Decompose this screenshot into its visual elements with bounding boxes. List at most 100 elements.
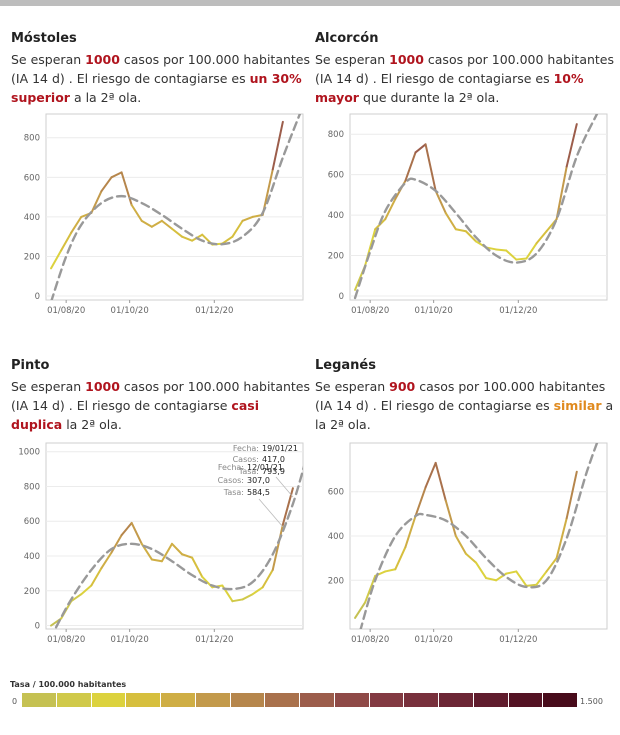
panel-leganes: Leganés Se esperan 900 casos por 100.000…	[315, 357, 615, 434]
series-segment[interactable]	[231, 598, 244, 603]
series-segment[interactable]	[110, 534, 123, 554]
series-segment[interactable]	[271, 120, 284, 171]
series-segment[interactable]	[505, 570, 518, 575]
series-segment[interactable]	[60, 231, 73, 252]
series-segment[interactable]	[231, 219, 244, 238]
tooltip-casos-label: Casos:	[233, 455, 259, 464]
series-segment[interactable]	[170, 227, 184, 238]
series-segment[interactable]	[221, 235, 234, 245]
series-segment[interactable]	[281, 487, 294, 526]
series-segment[interactable]	[181, 553, 194, 559]
desc-text: Se esperan	[11, 52, 86, 67]
legend-swatch	[439, 693, 473, 707]
series-segment[interactable]	[414, 486, 427, 518]
series-segment[interactable]	[555, 517, 568, 560]
desc-text: casos por 100.000 habitantes (IA 14 d) .…	[11, 379, 311, 413]
series-segment[interactable]	[464, 552, 477, 564]
series-segment[interactable]	[150, 219, 163, 228]
series-segment[interactable]	[191, 556, 204, 578]
series-segment[interactable]	[474, 561, 488, 580]
series-segment[interactable]	[565, 470, 578, 520]
series-segment[interactable]	[90, 567, 103, 587]
series-segment[interactable]	[505, 249, 518, 261]
top-bar	[0, 0, 620, 6]
series-segment[interactable]	[170, 542, 184, 556]
series-segment[interactable]	[241, 593, 254, 601]
series-segment[interactable]	[130, 204, 143, 222]
series-segment[interactable]	[525, 242, 538, 260]
panel-title: Alcorcón	[315, 31, 379, 46]
tooltip-leader	[258, 498, 284, 528]
series-segment[interactable]	[70, 593, 83, 603]
series-segment[interactable]	[515, 570, 528, 587]
series-segment[interactable]	[241, 215, 254, 222]
series-segment[interactable]	[515, 257, 528, 261]
legend-swatch	[91, 693, 126, 707]
series-segment[interactable]	[535, 570, 548, 586]
series-segment[interactable]	[90, 190, 103, 214]
desc-text: casos por 100.000 habitantes (IA 14 d) .…	[315, 52, 615, 86]
x-tick-label: 01/08/20	[351, 306, 389, 316]
x-tick-label: 01/08/20	[47, 306, 85, 316]
y-tick-label: 1000	[18, 448, 40, 458]
plot-frame	[349, 113, 608, 301]
panel-title: Móstoles	[11, 31, 77, 46]
series-segment[interactable]	[535, 230, 548, 245]
series-segment[interactable]	[70, 215, 83, 234]
expected-cases: 1000	[85, 52, 120, 67]
series-segment[interactable]	[50, 249, 63, 270]
series-segment[interactable]	[384, 568, 397, 573]
series-segment[interactable]	[485, 577, 498, 582]
trend-line	[353, 114, 599, 300]
tooltip-fecha-label: Fecha:	[233, 444, 259, 453]
legend-swatch	[56, 693, 91, 707]
series-segment[interactable]	[100, 176, 113, 193]
series-segment[interactable]	[404, 151, 417, 182]
series-segment[interactable]	[424, 461, 437, 489]
series-segment[interactable]	[565, 123, 578, 168]
series-segment[interactable]	[120, 521, 133, 537]
series-segment[interactable]	[545, 557, 558, 573]
series-segment[interactable]	[434, 189, 447, 215]
panel-mostoles: Móstoles Se esperan 1000 casos por 100.0…	[11, 30, 311, 107]
series-segment[interactable]	[464, 230, 477, 243]
series-segment[interactable]	[354, 601, 367, 619]
x-tick-label: 01/12/20	[499, 635, 537, 645]
legend-color-scale	[22, 693, 578, 707]
series-segment[interactable]	[160, 542, 173, 563]
series-segment[interactable]	[80, 584, 93, 596]
series-segment[interactable]	[444, 499, 457, 537]
series-segment[interactable]	[100, 551, 113, 570]
series-segment[interactable]	[140, 219, 153, 228]
series-segment[interactable]	[424, 143, 437, 192]
series-segment[interactable]	[261, 568, 274, 589]
series-segment[interactable]	[271, 523, 284, 571]
legend-title: Tasa / 100.000 habitantes	[10, 680, 127, 689]
tooltip-casos-value: 417,0	[262, 455, 285, 464]
panel-description: Se esperan 1000 casos por 100.000 habita…	[11, 377, 311, 434]
legend-swatch	[473, 693, 508, 707]
series-segment[interactable]	[110, 171, 123, 179]
series-segment[interactable]	[434, 461, 447, 502]
series-segment[interactable]	[384, 197, 397, 221]
series-segment[interactable]	[364, 574, 377, 604]
series-segment[interactable]	[525, 583, 538, 587]
legend-swatch	[369, 693, 404, 707]
series-segment[interactable]	[414, 143, 427, 154]
series-segment[interactable]	[495, 248, 508, 252]
series-segment[interactable]	[454, 228, 467, 233]
series-segment[interactable]	[181, 235, 194, 242]
series-segment[interactable]	[404, 515, 417, 549]
y-tick-label: 600	[328, 488, 344, 498]
series-segment[interactable]	[555, 165, 568, 221]
series-segment[interactable]	[160, 219, 173, 230]
series-segment[interactable]	[130, 521, 143, 545]
series-segment[interactable]	[394, 546, 407, 571]
series-segment[interactable]	[150, 558, 163, 563]
series-segment[interactable]	[120, 171, 133, 207]
legend-swatch	[161, 693, 195, 707]
series-segment[interactable]	[444, 212, 457, 231]
series-segment[interactable]	[454, 535, 467, 555]
series-segment[interactable]	[251, 586, 264, 596]
color-legend: Tasa / 100.000 habitantes 0 1.500	[10, 680, 610, 720]
